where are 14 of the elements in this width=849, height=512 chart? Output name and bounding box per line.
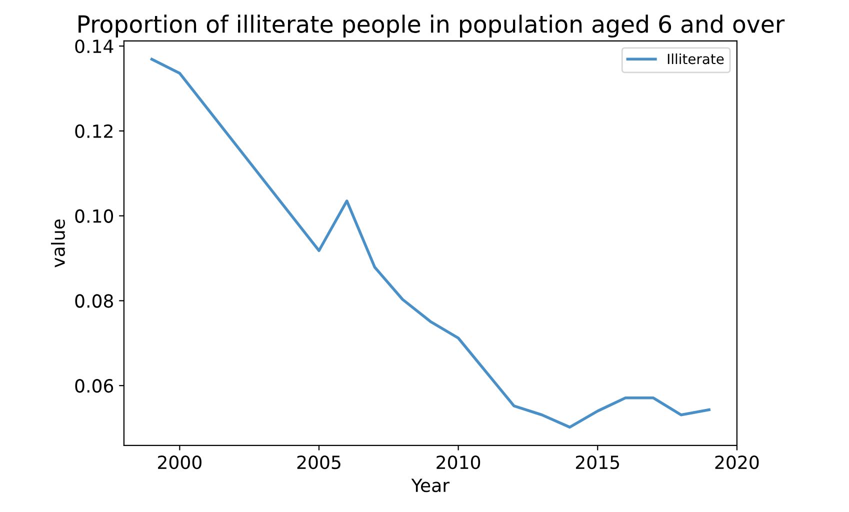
x-tick-label: 2010 — [436, 455, 480, 470]
x-axis-title: Year — [411, 478, 450, 492]
y-tick-label: 0.08 — [75, 294, 113, 308]
x-tick-label: 2000 — [158, 455, 202, 470]
y-tick-label: 0.14 — [75, 40, 114, 54]
x-tick-label: 2015 — [576, 455, 620, 470]
y-tick-label: 0.12 — [75, 124, 112, 138]
chart-title: Proportion of illiterate people in population aged 6 and over — [78, 14, 785, 38]
y-tick-label: 0.10 — [75, 209, 114, 223]
x-tick-label: 2020 — [715, 455, 759, 470]
y-axis-title: value — [51, 220, 65, 268]
y-tick-label: 0.06 — [75, 379, 114, 393]
x-tick-label: 2005 — [297, 455, 340, 470]
legend-label: Illiterate — [668, 53, 724, 64]
